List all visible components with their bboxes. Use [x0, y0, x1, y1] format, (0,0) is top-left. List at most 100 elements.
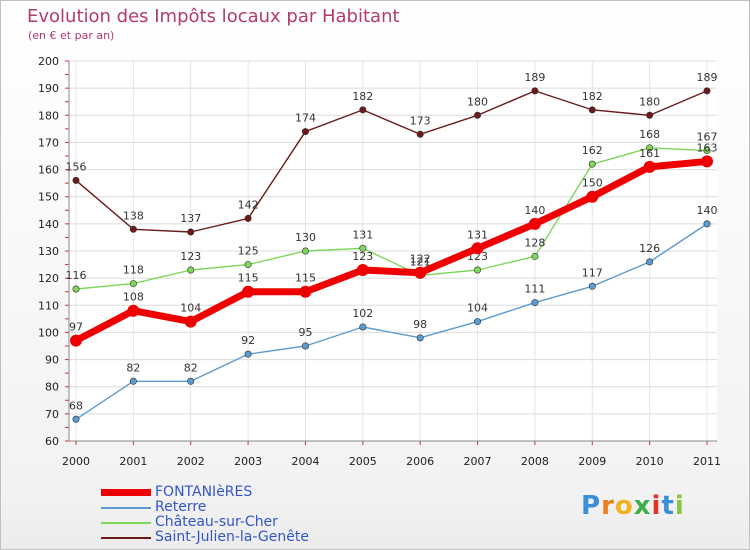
legend-item: Château-sur-Cher — [101, 515, 309, 530]
data-label: 180 — [467, 95, 488, 108]
data-label: 92 — [241, 334, 255, 347]
data-label: 142 — [238, 198, 259, 211]
data-point — [646, 258, 654, 266]
data-label: 82 — [184, 361, 198, 374]
chart-subtitle: (en € et par an) — [28, 29, 115, 42]
data-point — [646, 144, 654, 152]
data-point — [703, 87, 711, 95]
data-point — [129, 225, 137, 233]
x-tick-label: 2001 — [119, 455, 147, 468]
data-label: 104 — [180, 302, 201, 315]
data-point — [528, 217, 541, 230]
data-point — [586, 190, 599, 203]
data-label: 123 — [352, 250, 373, 263]
data-label: 163 — [697, 141, 718, 154]
data-point — [474, 111, 482, 119]
legend-swatch — [101, 489, 151, 496]
data-point — [414, 266, 427, 279]
data-label: 95 — [298, 326, 312, 339]
data-label: 189 — [524, 71, 545, 84]
series-line — [75, 147, 708, 290]
data-point — [356, 264, 369, 276]
data-label: 97 — [69, 321, 83, 334]
data-label: 104 — [467, 302, 488, 315]
data-label: 128 — [524, 236, 545, 249]
data-point — [187, 377, 195, 385]
data-point — [72, 176, 80, 184]
data-point — [301, 247, 309, 255]
legend-swatch — [101, 506, 151, 509]
y-tick-label: 80 — [45, 381, 59, 394]
data-label: 115 — [238, 272, 259, 285]
data-point — [70, 334, 82, 347]
legend-item: FONTANIèRES — [101, 485, 309, 500]
data-label: 174 — [295, 112, 316, 125]
y-tick-label: 150 — [38, 191, 59, 204]
data-label: 150 — [582, 177, 603, 190]
data-point — [359, 323, 367, 331]
data-label: 182 — [352, 90, 373, 103]
data-label: 168 — [639, 128, 660, 141]
y-tick-label: 170 — [38, 136, 59, 149]
x-tick-label: 2011 — [693, 455, 721, 468]
data-label: 98 — [413, 318, 427, 331]
data-point — [531, 87, 539, 95]
y-tick-label: 200 — [38, 55, 59, 68]
data-point — [588, 160, 596, 168]
data-label: 137 — [180, 212, 201, 225]
x-tick-label: 2006 — [406, 455, 434, 468]
data-point — [359, 106, 367, 114]
data-point — [646, 111, 654, 119]
data-label: 126 — [639, 242, 660, 255]
series-line — [75, 90, 708, 233]
data-point — [643, 160, 656, 173]
data-label: 140 — [697, 204, 718, 217]
data-label: 108 — [123, 291, 144, 304]
data-point — [701, 155, 713, 168]
data-label: 116 — [66, 269, 87, 282]
legend-swatch — [101, 536, 151, 539]
data-point — [531, 252, 539, 260]
data-point — [244, 214, 252, 222]
y-tick-label: 60 — [45, 435, 59, 448]
data-label: 138 — [123, 209, 144, 222]
data-label: 102 — [352, 307, 373, 320]
legend-label: Reterre — [155, 499, 207, 515]
data-point — [299, 285, 312, 298]
data-label: 111 — [524, 283, 545, 296]
data-label: 117 — [582, 266, 603, 279]
data-label: 130 — [295, 231, 316, 244]
data-label: 156 — [66, 160, 87, 173]
data-label: 123 — [180, 250, 201, 263]
proxiti-logo: Proxiti — [581, 491, 685, 521]
legend-label: Saint-Julien-la-Genête — [155, 529, 309, 545]
y-tick-label: 70 — [45, 408, 59, 421]
data-label: 161 — [639, 147, 660, 160]
data-point — [244, 350, 252, 358]
data-point — [184, 315, 197, 328]
data-label: 115 — [295, 272, 316, 285]
data-label: 182 — [582, 90, 603, 103]
data-label: 125 — [238, 245, 259, 258]
y-tick-label: 110 — [38, 299, 59, 312]
legend-label: Château-sur-Cher — [155, 514, 278, 530]
data-point — [244, 261, 252, 269]
data-label: 131 — [352, 228, 373, 241]
data-point — [72, 285, 80, 293]
data-point — [359, 244, 367, 252]
data-label: 121 — [410, 255, 431, 268]
y-tick-label: 140 — [38, 218, 59, 231]
data-point — [416, 334, 424, 342]
data-label: 118 — [123, 264, 144, 277]
series-line — [75, 223, 708, 420]
data-point — [416, 130, 424, 138]
data-point — [471, 242, 484, 255]
data-point — [187, 266, 195, 274]
x-tick-label: 2002 — [177, 455, 205, 468]
data-point — [301, 342, 309, 350]
legend: FONTANIèRES Reterre Château-sur-Cher Saint-… — [101, 485, 309, 545]
data-point — [703, 220, 711, 228]
data-point — [242, 285, 255, 298]
series-line — [74, 157, 708, 344]
